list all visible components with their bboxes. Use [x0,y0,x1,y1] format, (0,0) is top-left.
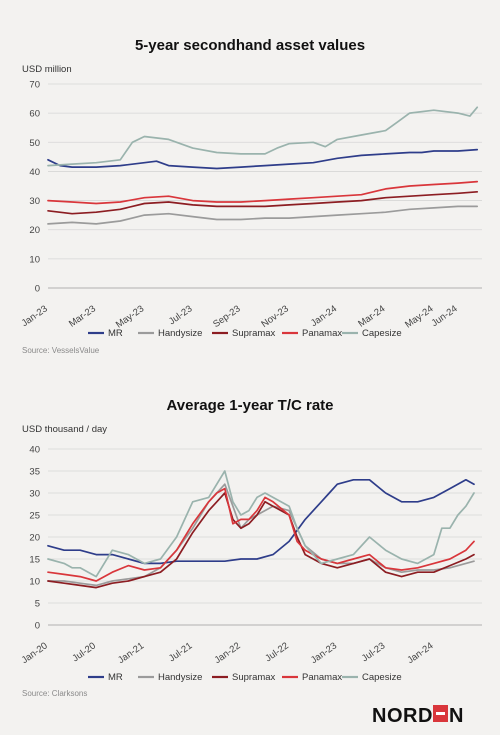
chart1-title: 5-year secondhand asset values [135,37,365,54]
chart2-series-supramax-line [47,492,475,589]
chart1-y-tick-label: 70 [29,80,40,91]
chart2-legend-label-handysize: Handysize [158,672,202,683]
chart2-y-tick-label: 5 [35,599,40,610]
chart2-y-tick-label: 40 [29,445,40,456]
chart1-x-tick-label: May-24 [403,303,435,330]
logo-bar [436,712,445,715]
chart1-x-tick-label: Jan-23 [20,303,50,329]
chart1-y-tick-label: 10 [29,254,40,265]
logo-text-prefix: NORD [372,705,433,727]
chart1-x-tick-label: Nov-23 [259,303,290,330]
chart1-legend-label-handysize: Handysize [158,328,202,339]
chart1-y-tick-label: 60 [29,109,40,120]
norden-logo: NORD N [372,705,464,727]
chart1-series-supramax-line [47,190,479,215]
chart1-source: Source: VesselsValue [22,346,100,355]
chart1-legend-label-capesize: Capesize [362,328,402,339]
chart2-series-handysize-line [47,483,475,587]
chart1-legend-label-supramax: Supramax [232,328,276,339]
chart2-plot: 0 5 10 15 20 25 30 35 40 Jan-20 Jul-20 Jan-21 Jul-21… [20,445,482,683]
chart2-y-tick-label: 35 [29,467,40,478]
logo-text-suffix: N [449,705,464,727]
chart2-y-axis-label: USD thousand / day [22,424,107,435]
chart2-y-tick-label: 0 [35,621,40,632]
chart2-x-tick-label: Jan-21 [116,640,146,666]
chart1-plot: 0 10 20 30 40 50 60 70 Jan-23 Mar-23 May-23 Jul-23 S… [20,80,482,339]
chart2-x-tick-label: Jul-21 [167,640,195,664]
chart1-series-capesize-line [47,106,479,167]
chart2-series-panamax-line [47,487,475,582]
chart1-x-tick-label: Jul-23 [167,303,195,327]
chart2-x-tick-label: Jul-22 [263,640,291,664]
chart2-y-tick-label: 30 [29,489,40,500]
chart1-x-tick-label: Jan-24 [309,303,339,329]
chart2-x-tick-label: Jan-20 [20,640,50,666]
chart1-x-tick-label: May-23 [114,303,146,330]
chart1-y-axis-label: USD million [22,64,72,75]
chart2-series-capesize-line [47,470,475,578]
chart2-series-mr-line [47,478,475,565]
chart1-series-mr-line [47,148,479,170]
chart1-x-tick-label: Sep-23 [211,303,242,330]
chart1-x-tick-label: Mar-23 [67,303,98,329]
chart2-legend-label-panamax: Panamax [302,672,342,683]
chart1-series-panamax-line [47,180,479,205]
chart1-series-handysize-line [47,205,479,225]
chart2-legend-label-capesize: Capesize [362,672,402,683]
chart2-x-tick-label: Jan-24 [405,640,435,666]
chart2-y-tick-label: 25 [29,511,40,522]
chart2-x-tick-label: Jan-22 [212,640,242,666]
chart2-x-tick-label: Jul-23 [360,640,388,664]
chart2-legend-label-supramax: Supramax [232,672,276,683]
chart2-y-tick-label: 15 [29,555,40,566]
chart1-y-tick-label: 20 [29,225,40,236]
chart1-y-tick-label: 50 [29,138,40,149]
chart1-x-tick-label: Mar-24 [356,303,387,329]
chart2-x-tick-label: Jul-20 [70,640,98,664]
chart2-legend-label-mr: MR [108,672,123,683]
chart1-x-tick-label: Jun-24 [429,303,459,329]
chart1-legend-label-mr: MR [108,328,123,339]
chart2-y-tick-label: 10 [29,577,40,588]
chart2-y-tick-label: 20 [29,533,40,544]
chart1-legend-label-panamax: Panamax [302,328,342,339]
chart1-y-tick-label: 30 [29,196,40,207]
chart2-title: Average 1-year T/C rate [166,397,333,414]
chart2-x-tick-label: Jan-23 [309,640,339,666]
chart1-y-tick-label: 40 [29,167,40,178]
chart2-source: Source: Clarksons [22,689,87,698]
chart1-y-tick-label: 0 [35,284,40,295]
